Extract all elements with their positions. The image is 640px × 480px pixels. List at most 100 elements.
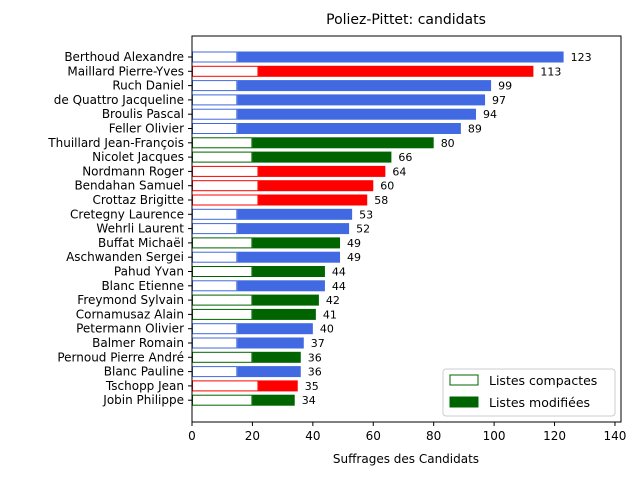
y-tick-label: Berthoud Alexandre	[64, 50, 184, 64]
y-tick-label: Pernoud Pierre André	[57, 350, 184, 364]
bar-value-label: 49	[347, 237, 361, 250]
bar-value-label: 94	[483, 108, 497, 121]
bar-value-label: 60	[380, 180, 394, 193]
bar-compact	[192, 380, 259, 392]
bar-compact	[192, 394, 253, 406]
x-tick-label: 140	[604, 429, 627, 443]
bar-value-label: 123	[571, 51, 592, 64]
bar-value-label: 66	[398, 151, 412, 164]
x-tick-label: 0	[188, 429, 196, 443]
y-tick-label: Maillard Pierre-Yves	[67, 64, 184, 78]
legend-label-compact: Listes compactes	[489, 373, 597, 388]
y-tick-label: de Quattro Jacqueline	[54, 93, 184, 107]
legend-box	[442, 368, 616, 417]
bar-value-label: 37	[311, 337, 325, 350]
y-tick-label: Cretegny Laurence	[70, 207, 184, 221]
bar-value-label: 34	[302, 394, 316, 407]
bar-value-label: 97	[492, 94, 506, 107]
bar-value-label: 35	[305, 380, 319, 393]
y-tick-label: Wehrli Laurent	[96, 222, 184, 236]
bar-modified	[237, 337, 304, 349]
x-tick-label: 120	[543, 429, 566, 443]
y-tick-label: Nicolet Jacques	[92, 150, 184, 164]
legend-label-modified: Listes modifiées	[489, 395, 590, 410]
bar-value-label: 113	[540, 65, 561, 78]
x-tick-label: 100	[483, 429, 506, 443]
chart-title: Poliez-Pittet: candidats	[326, 12, 486, 28]
bar-value-label: 99	[498, 80, 512, 93]
y-tick-label: Aschwanden Sergei	[66, 250, 184, 264]
x-tick-label: 80	[426, 429, 441, 443]
bar-compact	[192, 151, 253, 163]
x-tick-label: 20	[245, 429, 260, 443]
bar-modified	[252, 394, 295, 406]
bar-compact	[192, 237, 253, 249]
x-axis-label: Suffrages des Candidats	[333, 452, 479, 466]
y-tick-label: Feller Olivier	[109, 122, 184, 136]
bar-modified	[237, 51, 564, 63]
bar-compact	[192, 337, 238, 349]
bar-modified	[252, 237, 341, 249]
bar-value-label: 36	[308, 366, 322, 379]
bar-compact	[192, 308, 253, 320]
bar-modified	[252, 137, 434, 149]
bar-value-label: 41	[323, 308, 337, 321]
y-tick-label: Thuillard Jean-François	[47, 136, 184, 150]
bar-value-label: 64	[392, 165, 406, 178]
bar-modified	[237, 208, 353, 220]
bar-compact	[192, 223, 238, 235]
bar-value-label: 44	[332, 266, 346, 279]
bar-modified	[237, 123, 461, 134]
bar-compact	[192, 94, 238, 106]
y-tick-label: Nordmann Roger	[82, 164, 184, 178]
bar-compact	[192, 137, 253, 149]
bar-compact	[192, 280, 238, 292]
bar-modified	[258, 65, 534, 77]
bar-compact	[192, 65, 259, 77]
bar-compact	[192, 180, 259, 192]
bar-value-label: 44	[332, 280, 346, 293]
legend-swatch-modified	[449, 396, 479, 408]
bar-compact	[192, 165, 259, 177]
x-tick-label: 40	[305, 429, 320, 443]
bar-compact	[192, 123, 238, 134]
bar-compact	[192, 251, 238, 263]
y-tick-label: Petermann Olivier	[76, 322, 184, 336]
bar-compact	[192, 80, 238, 92]
bar-value-label: 80	[441, 137, 455, 150]
y-tick-label: Bendahan Samuel	[74, 179, 184, 193]
bar-modified	[237, 323, 313, 335]
y-tick-label: Balmer Romain	[92, 336, 184, 350]
bar-compact	[192, 108, 238, 120]
plot-frame	[191, 35, 622, 423]
bar-modified	[237, 280, 325, 292]
bar-modified	[237, 366, 301, 378]
bar-modified	[252, 294, 319, 306]
bar-compact	[192, 266, 253, 277]
y-tick-label: Jobin Philippe	[102, 393, 184, 407]
bar-modified	[252, 151, 392, 163]
bar-compact	[192, 51, 238, 63]
bar-value-label: 40	[320, 323, 334, 336]
y-tick-label: Broulis Pascal	[102, 107, 184, 121]
bar-value-label: 53	[359, 208, 373, 221]
y-tick-label: Tschopp Jean	[105, 379, 184, 393]
bar-compact	[192, 351, 253, 363]
bar-compact	[192, 294, 253, 306]
bar-compact	[192, 194, 259, 206]
y-tick-label: Pahud Yvan	[114, 265, 184, 279]
bar-modified	[258, 165, 386, 177]
bar-modified	[252, 308, 316, 320]
bar-modified	[258, 380, 298, 392]
y-tick-label: Blanc Pauline	[104, 365, 184, 379]
bar-modified	[237, 94, 486, 106]
bar-value-label: 36	[308, 351, 322, 364]
bar-modified	[237, 223, 350, 235]
legend-swatch-compact	[449, 374, 479, 386]
bar-compact	[192, 323, 238, 335]
bar-modified	[252, 351, 301, 363]
bar-modified	[258, 194, 368, 206]
y-tick-label: Crottaz Brigitte	[92, 193, 184, 207]
y-tick-label: Ruch Daniel	[112, 79, 184, 93]
